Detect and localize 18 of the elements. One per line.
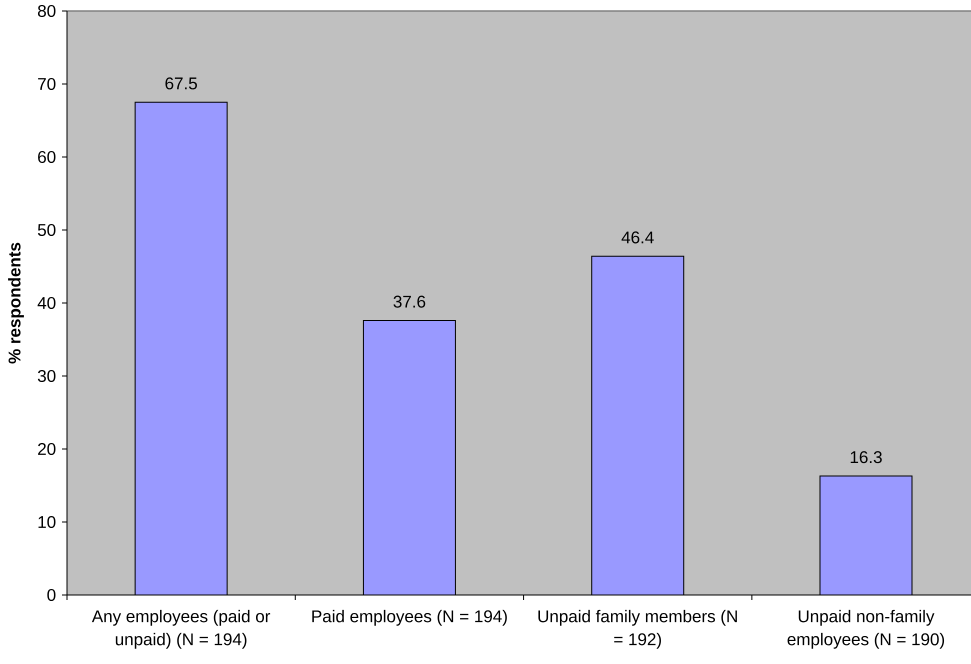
y-tick-label: 0 (47, 588, 56, 602)
y-tick-label: 40 (38, 296, 56, 310)
y-tick-label: 80 (38, 4, 56, 18)
x-tick-label: Any employees (paid or unpaid) (N = 194) (92, 610, 270, 649)
y-tick-label: 30 (38, 370, 56, 382)
y-tick-label: 10 (38, 516, 56, 528)
data-label: 67.5 (165, 77, 197, 90)
x-tick-label: Paid employees (N = 194) (312, 610, 507, 626)
y-tick-label: 20 (38, 442, 56, 456)
y-tick-label: 70 (38, 78, 56, 90)
data-label: 37.6 (394, 296, 426, 308)
y-tick-label: 50 (38, 224, 56, 236)
y-axis-title: % respondents (8, 242, 24, 364)
x-tick-label: Unpaid non-family employees (N = 190) (788, 610, 944, 649)
y-tick-label: 60 (38, 150, 56, 164)
data-label: 46.4 (622, 231, 654, 244)
data-label: 16.3 (850, 451, 882, 464)
x-tick-label: Unpaid family members (N = 192) (538, 610, 737, 649)
